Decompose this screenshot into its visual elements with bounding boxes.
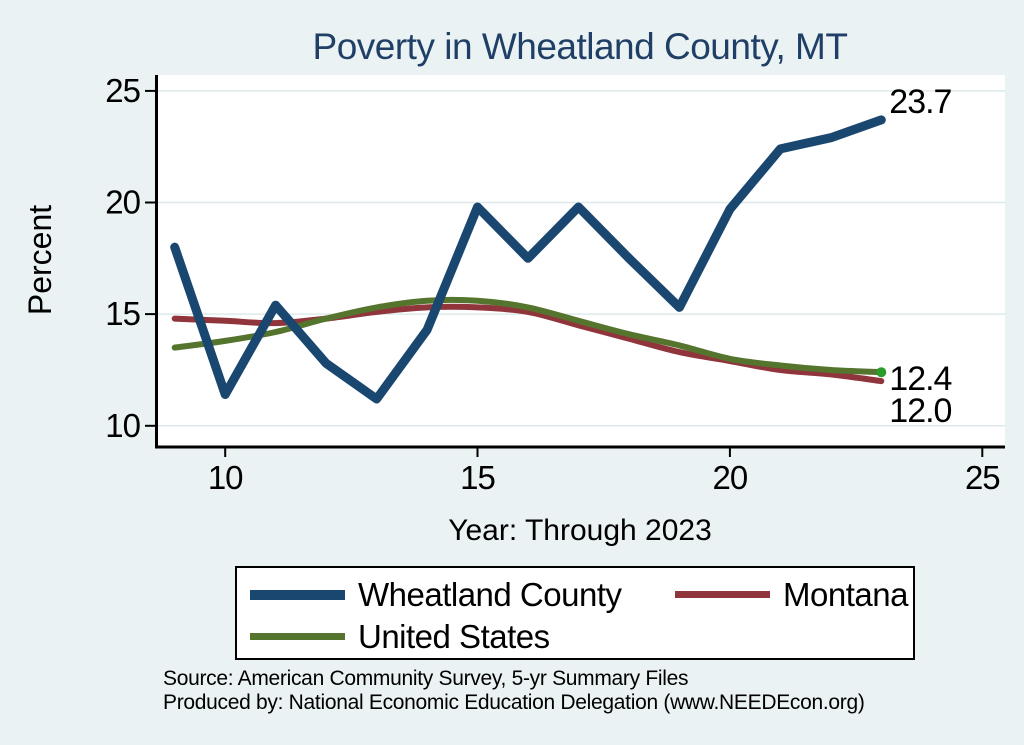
legend: Wheatland County Montana United States: [235, 566, 915, 660]
x-axis-title: Year: Through 2023: [448, 514, 712, 547]
legend-swatch-wheatland-county: [250, 589, 345, 600]
y-tick-label-15: 15: [105, 295, 140, 332]
chart-title: Poverty in Wheatland County, MT: [312, 26, 848, 67]
y-tick-label-20: 20: [105, 184, 140, 221]
legend-item-united-states: United States: [250, 616, 675, 657]
x-tick-label-15: 15: [460, 459, 495, 496]
series-end-label-wheatland-county: 23.7: [889, 83, 951, 121]
legend-label-wheatland-county: Wheatland County: [358, 575, 622, 613]
x-tick-label-25: 25: [965, 459, 1000, 496]
source-note: Source: American Community Survey, 5-yr …: [163, 667, 865, 714]
legend-label-united-states: United States: [358, 617, 550, 655]
x-tick-label-20: 20: [713, 459, 748, 496]
series-end-label-montana: 12.0: [889, 392, 951, 430]
legend-swatch-united-states: [250, 633, 345, 640]
legend-label-montana: Montana: [783, 575, 908, 613]
source-line: Source: American Community Survey, 5-yr …: [163, 667, 689, 690]
series-end-label-united-states: 12.4: [889, 360, 951, 398]
plot-background: [155, 75, 1005, 447]
y-tick-label-25: 25: [105, 72, 140, 109]
series-end-dot-united-states: [876, 367, 887, 378]
y-tick-label-10: 10: [105, 407, 140, 444]
legend-item-wheatland-county: Wheatland County: [250, 574, 675, 615]
series-line-wheatland-county: [170, 115, 886, 404]
produced-by-line: Produced by: National Economic Education…: [163, 690, 865, 714]
x-tick-label-10: 10: [208, 459, 243, 496]
legend-item-montana: Montana: [675, 574, 913, 615]
legend-swatch-montana: [675, 591, 770, 598]
